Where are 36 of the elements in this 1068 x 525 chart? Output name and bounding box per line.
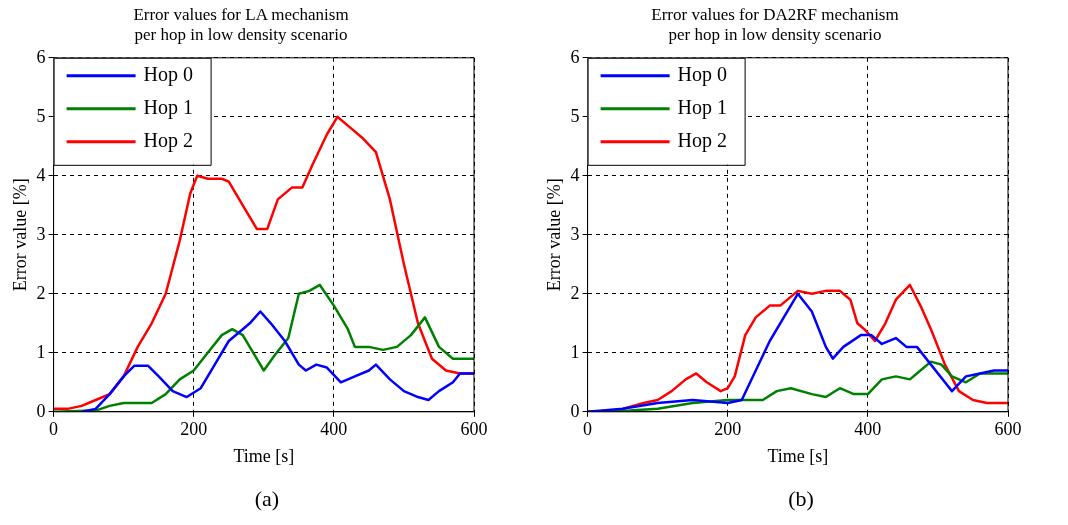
y-tick-label: 2 (36, 282, 46, 303)
x-axis-title: Time [s] (233, 445, 295, 466)
y-tick-label: 3 (36, 223, 46, 244)
legend-label: Hop 0 (677, 63, 728, 87)
y-tick-label: 0 (36, 400, 46, 421)
y-axis-title: Error value [%] (543, 178, 564, 292)
legend-label: Hop 1 (677, 96, 728, 120)
chart-title: Error values for DA2RF mechanism per hop in low density scenario (651, 4, 899, 45)
x-tick-label: 0 (49, 419, 59, 440)
y-tick-label: 1 (570, 341, 580, 362)
x-tick-label: 600 (460, 419, 488, 440)
x-tick-label: 400 (320, 419, 348, 440)
y-tick-label: 6 (36, 46, 46, 67)
x-tick-label: 200 (714, 419, 742, 440)
x-tick-label: 0 (583, 419, 593, 440)
legend-label: Hop 2 (677, 129, 728, 153)
y-tick-label: 5 (570, 105, 580, 126)
x-tick-label: 600 (994, 419, 1022, 440)
y-tick-label: 5 (36, 105, 46, 126)
y-tick-label: 2 (570, 282, 580, 303)
legend-label: Hop 0 (143, 63, 194, 87)
legend-label: Hop 1 (143, 96, 194, 120)
y-tick-label: 0 (570, 400, 580, 421)
y-tick-label: 1 (36, 341, 46, 362)
chart-title: Error values for LA mechanism per hop in low density scenario (133, 4, 349, 45)
y-tick-label: 4 (570, 164, 580, 185)
text: (a) (253, 486, 281, 512)
x-axis-title: Time [s] (767, 445, 829, 466)
y-tick-label: 6 (570, 46, 580, 67)
text: (b) (787, 486, 815, 512)
x-tick-label: 200 (180, 419, 208, 440)
y-tick-label: 3 (570, 223, 580, 244)
legend-label: Hop 2 (143, 129, 194, 153)
y-axis-title: Error value [%] (9, 178, 30, 292)
x-tick-label: 400 (854, 419, 882, 440)
y-tick-label: 4 (36, 164, 46, 185)
